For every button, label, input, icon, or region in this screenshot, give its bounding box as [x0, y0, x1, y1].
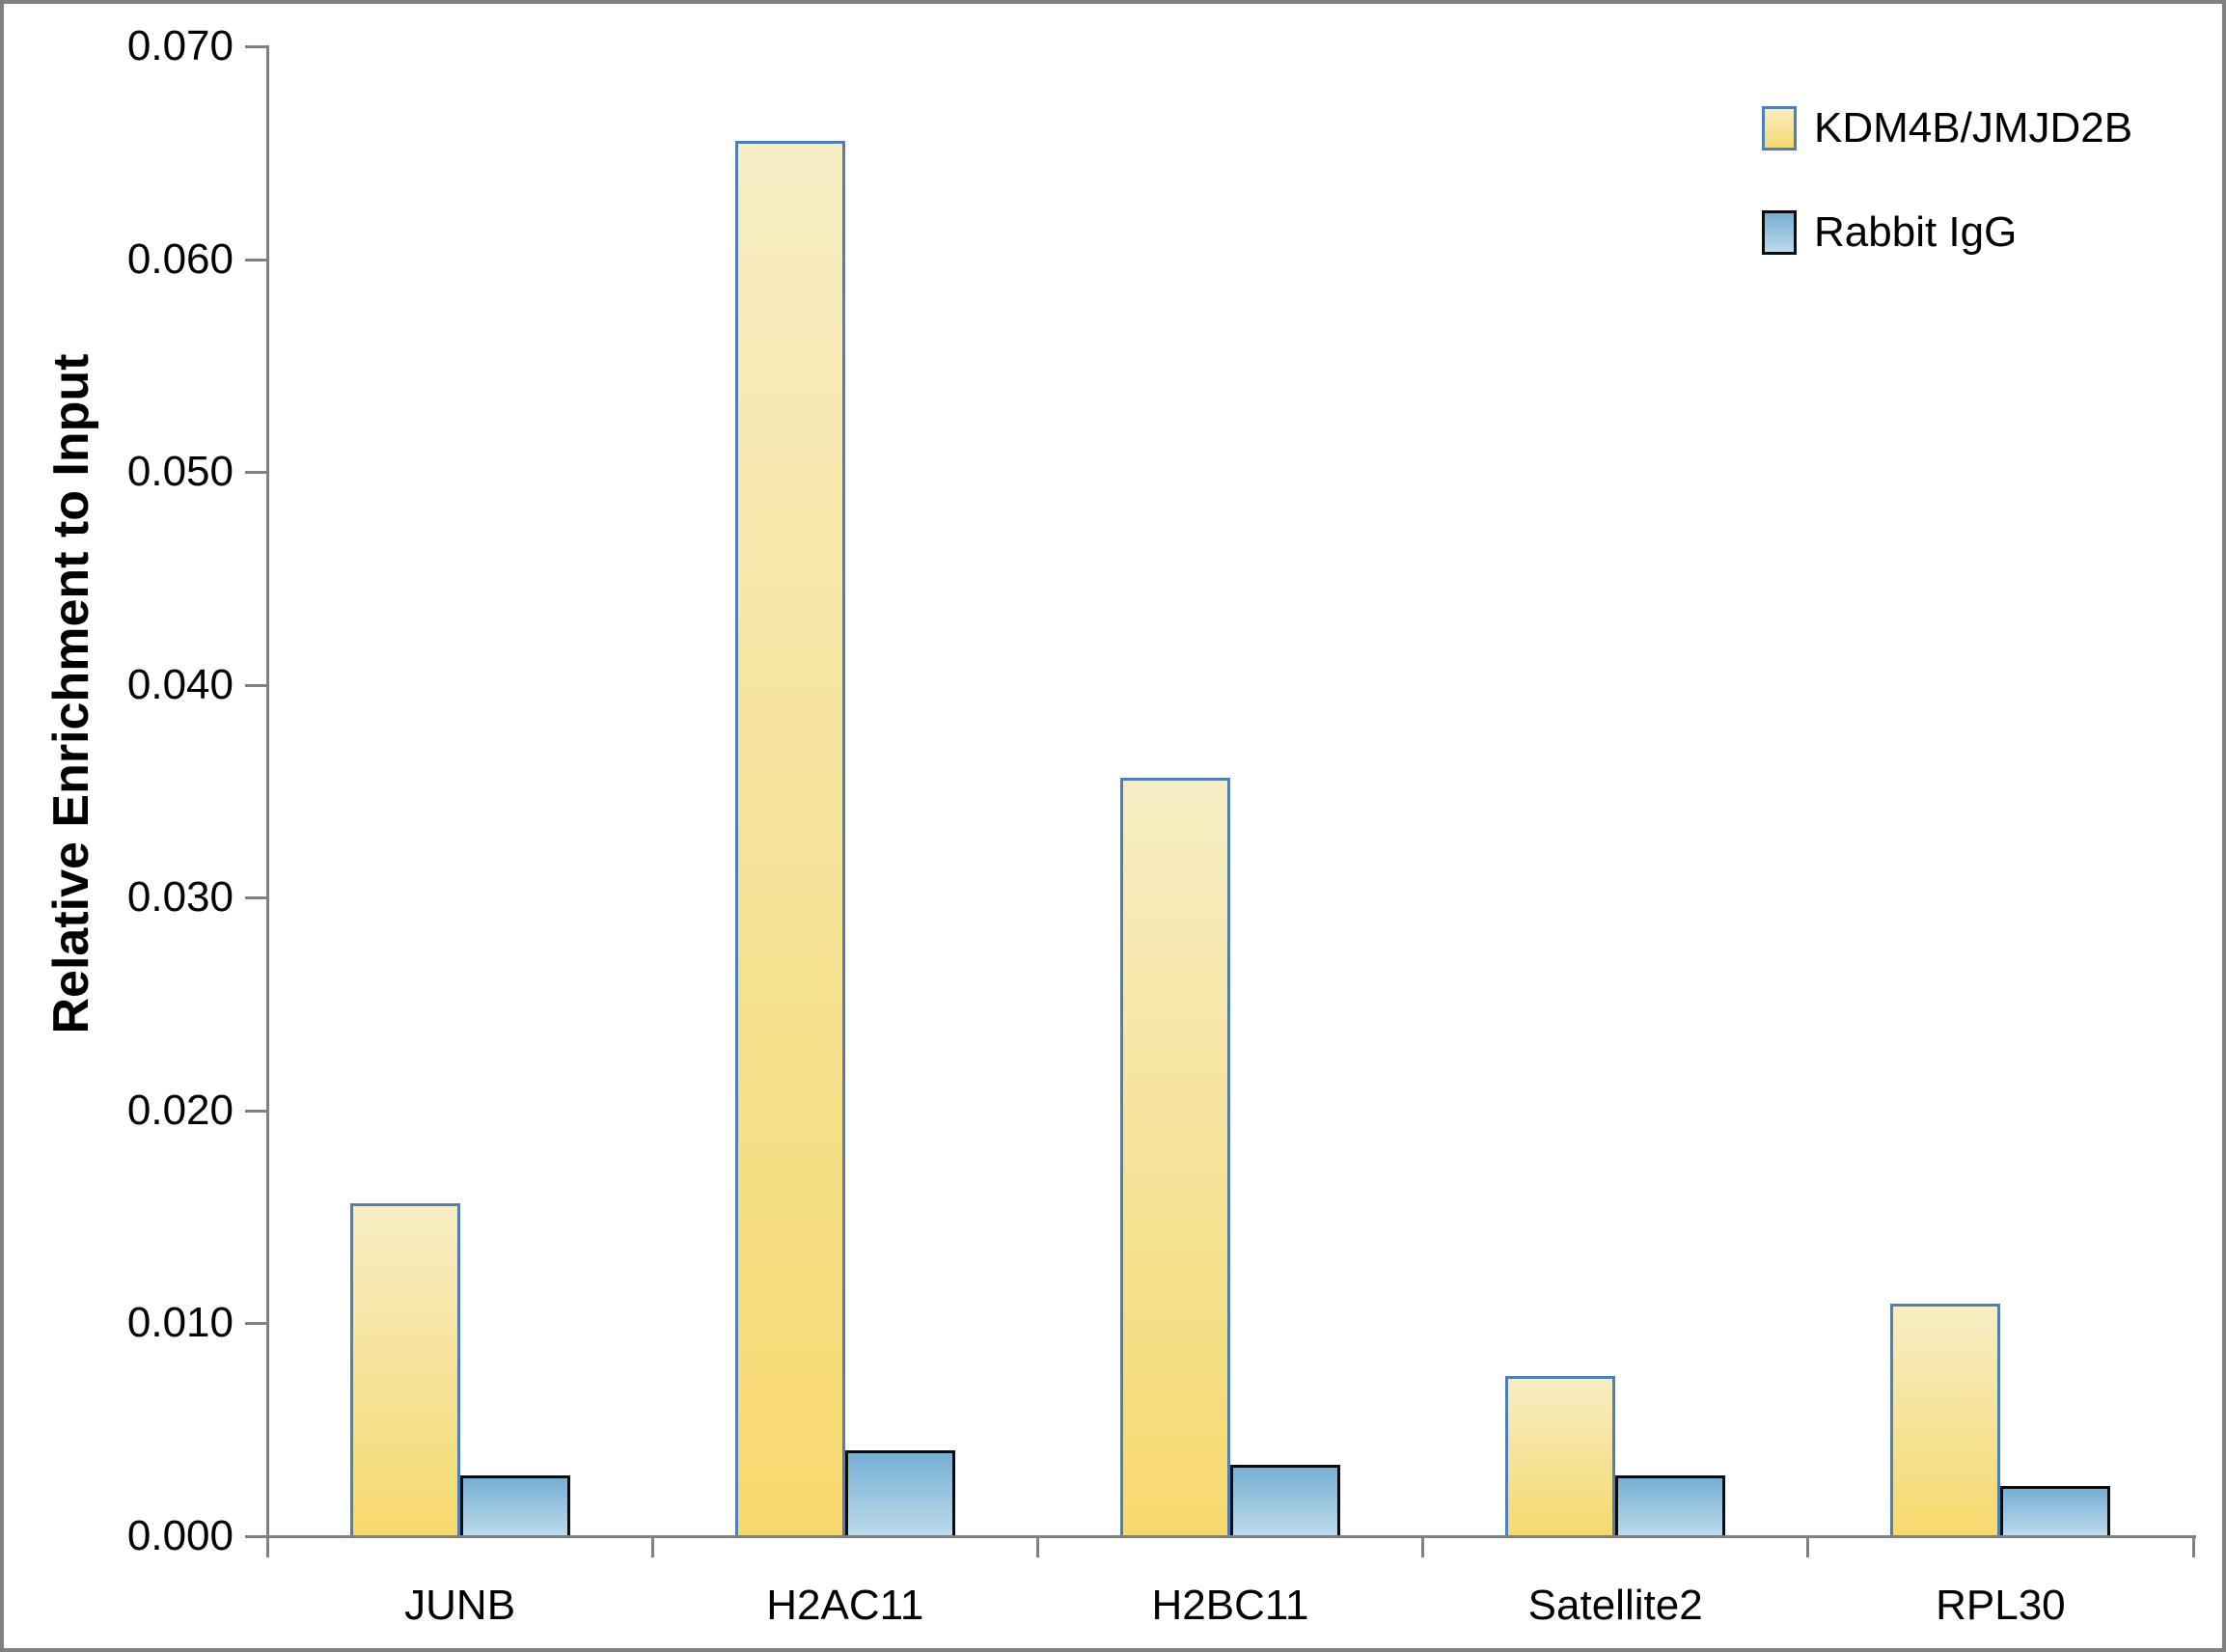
x-axis-tick	[1035, 1538, 1039, 1557]
y-axis-tick-label: 0.070	[126, 22, 234, 69]
y-axis-tick	[245, 1109, 266, 1113]
x-axis-line	[266, 1535, 2196, 1538]
bar-kdm4b-junb	[349, 1203, 460, 1535]
y-axis-tick	[245, 1535, 266, 1538]
y-axis-tick-label: 0.000	[126, 1512, 234, 1559]
bar-igg-h2bc11	[1230, 1465, 1340, 1535]
y-axis-tick-label: 0.040	[126, 660, 234, 708]
y-axis-tick	[245, 896, 266, 900]
y-axis-tick-label: 0.010	[126, 1299, 234, 1347]
y-axis-tick-label: 0.060	[126, 234, 234, 283]
legend-item-rabbit-igg: Rabbit IgG	[1762, 208, 2132, 257]
legend: KDM4B/JMJD2B Rabbit IgG	[1762, 104, 2132, 257]
legend-swatch-kdm4b-icon	[1762, 106, 1797, 151]
y-axis-tick-label: 0.050	[126, 448, 234, 496]
y-axis-tick	[245, 1322, 266, 1326]
y-axis-tick	[245, 258, 266, 262]
legend-item-kdm4b: KDM4B/JMJD2B	[1762, 104, 2132, 152]
y-axis-tick-label: 0.030	[126, 873, 234, 922]
x-axis-category-label: H2BC11	[1151, 1582, 1309, 1629]
bar-igg-junb	[459, 1475, 570, 1535]
x-axis-category-label: JUNB	[404, 1582, 516, 1629]
legend-swatch-rabbit-igg-icon	[1762, 210, 1797, 255]
bar-kdm4b-rpl30	[1890, 1304, 2001, 1535]
bar-kdm4b-h2ac11	[734, 141, 845, 1535]
legend-label-rabbit-igg: Rabbit IgG	[1814, 208, 2018, 256]
bar-kdm4b-h2bc11	[1120, 778, 1230, 1535]
y-axis-tick	[245, 45, 266, 48]
x-axis-tick	[1421, 1538, 1425, 1557]
bar-igg-rpl30	[2000, 1486, 2111, 1535]
bar-igg-h2ac11	[844, 1450, 955, 1535]
x-axis-tick	[650, 1538, 654, 1557]
x-axis-category-label: Satellite2	[1527, 1582, 1703, 1629]
y-axis-line	[266, 45, 269, 1557]
bar-kdm4b-satellite2	[1505, 1376, 1616, 1535]
y-axis-tick	[245, 471, 266, 475]
y-axis-tick-label: 0.020	[126, 1086, 234, 1134]
x-axis-tick	[2191, 1538, 2195, 1557]
x-axis-tick	[1806, 1538, 1810, 1557]
bar-igg-satellite2	[1615, 1475, 1726, 1535]
legend-label-kdm4b: KDM4B/JMJD2B	[1814, 104, 2133, 151]
y-axis-tick	[245, 683, 266, 687]
x-axis-category-label: RPL30	[1936, 1582, 2066, 1629]
x-axis-category-label: H2AC11	[766, 1582, 924, 1629]
